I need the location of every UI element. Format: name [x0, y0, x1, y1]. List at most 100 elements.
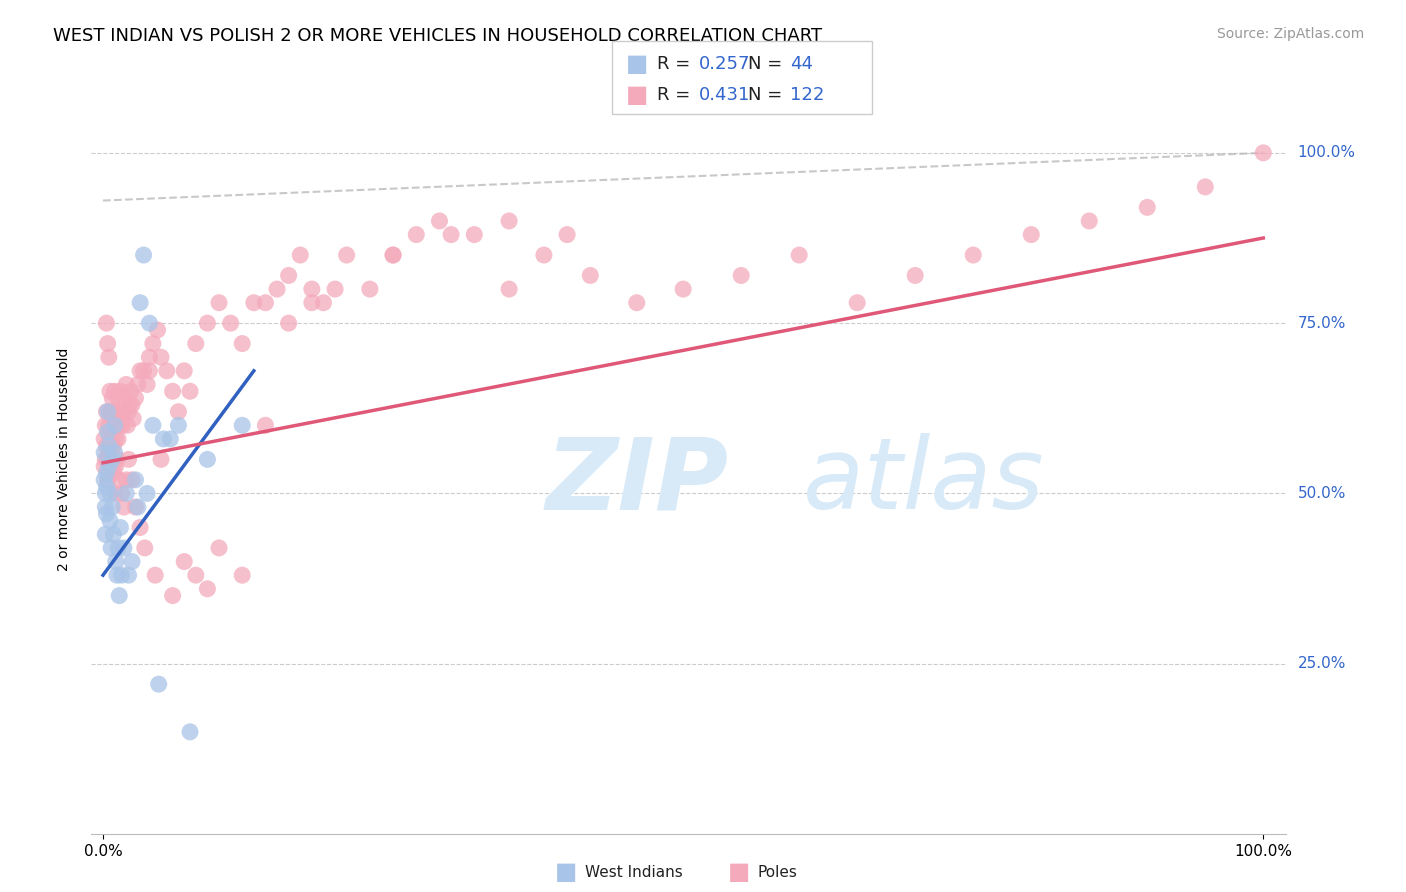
- Point: [127, 500, 149, 514]
- Point: [138, 316, 160, 330]
- Point: [254, 418, 277, 433]
- Point: [93, 473, 115, 487]
- Point: [962, 248, 984, 262]
- Point: [103, 439, 125, 453]
- Point: [277, 268, 299, 283]
- Text: ■: ■: [728, 861, 751, 884]
- Point: [115, 377, 138, 392]
- Text: West Indians: West Indians: [585, 865, 683, 880]
- Point: [97, 459, 120, 474]
- Point: [117, 452, 139, 467]
- Point: [112, 541, 135, 555]
- Point: [136, 377, 159, 392]
- Point: [208, 295, 231, 310]
- Point: [94, 500, 117, 514]
- Point: [96, 316, 118, 330]
- Point: [143, 568, 166, 582]
- Point: [101, 391, 124, 405]
- Point: [98, 486, 121, 500]
- Text: N =: N =: [748, 55, 787, 73]
- Point: [162, 384, 184, 399]
- Point: [93, 459, 115, 474]
- Y-axis label: 2 or more Vehicles in Household: 2 or more Vehicles in Household: [56, 348, 70, 571]
- Point: [626, 295, 648, 310]
- Point: [97, 445, 120, 459]
- Point: [104, 411, 127, 425]
- Point: [382, 248, 405, 262]
- Point: [104, 445, 127, 459]
- Point: [184, 336, 207, 351]
- Point: [98, 514, 121, 528]
- Point: [94, 486, 117, 500]
- Point: [266, 282, 288, 296]
- Point: [93, 445, 115, 459]
- Point: [136, 486, 159, 500]
- Point: [97, 452, 120, 467]
- Point: [115, 486, 138, 500]
- Point: [103, 466, 125, 480]
- Point: [112, 405, 135, 419]
- Point: [124, 391, 146, 405]
- Text: Poles: Poles: [758, 865, 797, 880]
- Point: [290, 248, 312, 262]
- Point: [440, 227, 463, 242]
- Point: [197, 316, 219, 330]
- Point: [127, 377, 149, 392]
- Point: [107, 391, 129, 405]
- Point: [108, 418, 131, 433]
- Point: [104, 418, 127, 433]
- Point: [150, 452, 173, 467]
- Text: ■: ■: [626, 53, 648, 76]
- Point: [110, 568, 132, 582]
- Text: R =: R =: [657, 86, 696, 103]
- Point: [555, 227, 578, 242]
- Point: [107, 541, 129, 555]
- Point: [117, 568, 139, 582]
- Point: [115, 473, 138, 487]
- Point: [103, 459, 125, 474]
- Point: [110, 405, 132, 419]
- Point: [243, 295, 266, 310]
- Point: [97, 350, 120, 364]
- Point: [110, 520, 132, 534]
- Text: R =: R =: [657, 55, 696, 73]
- Point: [301, 295, 323, 310]
- Point: [150, 350, 173, 364]
- Text: ■: ■: [555, 861, 578, 884]
- Point: [184, 568, 207, 582]
- Point: [162, 589, 184, 603]
- Point: [142, 336, 165, 351]
- Point: [110, 418, 132, 433]
- Point: [97, 418, 120, 433]
- Point: [129, 364, 152, 378]
- Point: [1251, 145, 1274, 160]
- Point: [152, 432, 174, 446]
- Point: [167, 418, 190, 433]
- Point: [173, 364, 195, 378]
- Point: [101, 452, 124, 467]
- Point: [104, 459, 127, 474]
- Point: [167, 405, 190, 419]
- Point: [124, 500, 146, 514]
- Point: [429, 214, 451, 228]
- Point: [96, 507, 118, 521]
- Point: [533, 248, 555, 262]
- Text: 50.0%: 50.0%: [1298, 486, 1346, 501]
- Point: [98, 384, 121, 399]
- Point: [108, 589, 131, 603]
- Point: [1078, 214, 1101, 228]
- Point: [104, 432, 127, 446]
- Point: [101, 418, 124, 433]
- Point: [1136, 200, 1159, 214]
- Point: [97, 405, 120, 419]
- Point: [101, 500, 124, 514]
- Point: [219, 316, 242, 330]
- Point: [117, 418, 139, 433]
- Point: [118, 398, 141, 412]
- Point: [382, 248, 405, 262]
- Point: [138, 364, 160, 378]
- Point: [100, 439, 122, 453]
- Text: 75.0%: 75.0%: [1298, 316, 1346, 331]
- Point: [730, 268, 752, 283]
- Point: [122, 411, 145, 425]
